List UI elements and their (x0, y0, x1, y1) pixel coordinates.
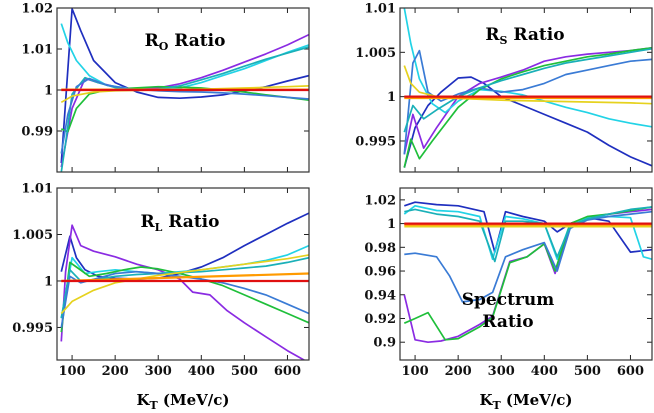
y-tick-label: 0.995 (12, 321, 53, 336)
series-line-green (60, 85, 309, 133)
y-tick-label: 0.995 (355, 134, 396, 149)
y-tick-label: 1.02 (364, 193, 396, 208)
series-line-purple (60, 33, 309, 168)
plot-frame (399, 187, 653, 361)
chart-title: Spectrum (462, 290, 555, 310)
plot-frame (399, 7, 653, 173)
chart-title: RS Ratio (485, 25, 564, 47)
x-tick-label: 400 (188, 364, 215, 379)
y-tick-label: 1.01 (364, 2, 396, 17)
series-line-cyan (403, 204, 652, 261)
series-line-yellow (60, 85, 309, 104)
x-tick-label: 100 (59, 364, 86, 379)
y-tick-label: 1 (44, 84, 53, 99)
x-axis-label: KT (MeV/c) (136, 391, 229, 412)
chart-title-line2: Ratio (482, 312, 533, 332)
series-line-steel (404, 210, 652, 303)
series-line-teal (403, 47, 652, 133)
series-line-green (60, 261, 309, 333)
chart-title: RO Ratio (145, 31, 226, 53)
series-line-green (403, 206, 652, 341)
x-tick-label: 500 (574, 364, 601, 379)
series-line-purple (60, 224, 306, 360)
x-tick-label: 300 (488, 364, 515, 379)
x-tick-label: 500 (231, 364, 258, 379)
series-line-blue (403, 76, 652, 168)
x-tick-label: 100 (402, 364, 429, 379)
panel-rs: 0.995 1 1.005 1.01 RS Ratio (355, 2, 653, 173)
series-line-blue (404, 201, 652, 253)
x-tick-label: 600 (617, 364, 644, 379)
series-line-green (403, 47, 652, 168)
panel-rl: 0.995 1 1.005 1.01 100 200 300 400 500 600 RL Rati… (12, 182, 310, 412)
y-tick-label: 0.9 (373, 336, 396, 351)
plot-frame (56, 7, 310, 173)
series-line-steel (403, 49, 652, 155)
x-tick-label: 600 (274, 364, 301, 379)
y-tick-label: 1.005 (355, 46, 396, 61)
series-line-orange (61, 272, 309, 283)
y-tick-label: 0.98 (364, 241, 396, 256)
x-tick-label: 400 (531, 364, 558, 379)
panel-sp: 0.9 0.92 0.94 0.96 0.98 1 1.02 100 200 300 400 500 6… (364, 187, 653, 412)
y-tick-label: 1 (44, 274, 53, 289)
x-tick-label: 200 (102, 364, 129, 379)
series-line-purple (403, 47, 652, 155)
x-tick-label: 200 (445, 364, 472, 379)
series-line-yellow (60, 254, 309, 315)
series-line-yellow (403, 65, 652, 105)
y-tick-label: 1.01 (21, 43, 53, 58)
y-tick-label: 0.92 (364, 312, 396, 327)
y-tick-label: 1.005 (12, 228, 53, 243)
y-tick-label: 0.96 (364, 265, 396, 280)
series-line-cyan (403, 8, 652, 128)
y-tick-label: 1.02 (21, 2, 53, 17)
panel-ro: 0.99 1 1.01 1.02 RO Ratio (21, 2, 310, 173)
x-axis-label: KT (MeV/c) (479, 391, 572, 412)
series-line-steel (60, 77, 309, 154)
plot-frame (56, 187, 310, 361)
y-tick-label: 1.01 (21, 182, 53, 197)
chart-title: RL Ratio (141, 212, 220, 234)
y-tick-label: 0.94 (364, 288, 396, 303)
y-tick-label: 1 (387, 217, 396, 232)
y-tick-label: 1 (387, 90, 396, 105)
series-line-teal (404, 206, 652, 263)
y-tick-label: 0.99 (21, 125, 53, 140)
x-tick-label: 300 (145, 364, 172, 379)
